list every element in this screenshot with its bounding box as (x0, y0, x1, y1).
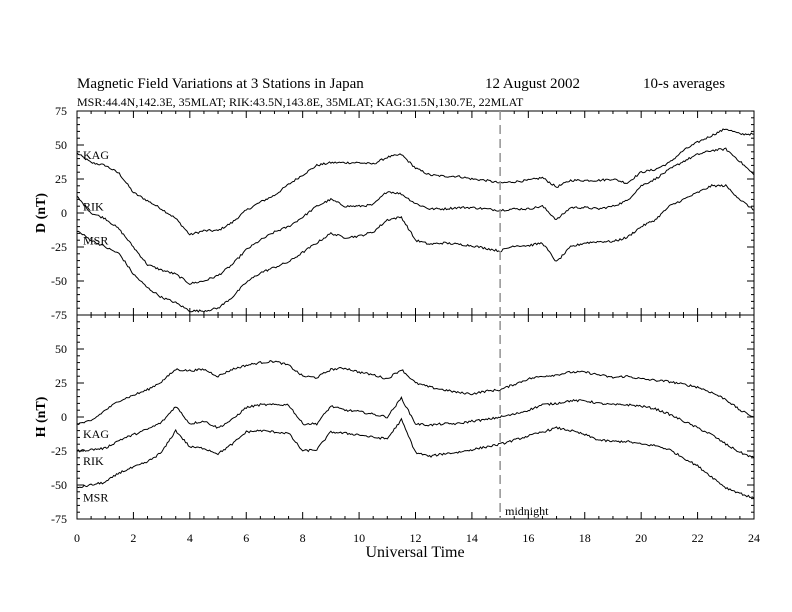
x-tick-label: 6 (243, 531, 249, 545)
x-axis-label: Universal Time (365, 544, 464, 561)
x-tick-label: 0 (74, 531, 80, 545)
d-axis-label: D (nT) (34, 193, 49, 233)
h-ticks-group: 50 25 0 -25 -50 -75 (51, 315, 755, 526)
d-ytick-label: 0 (61, 206, 67, 220)
d-station-labels: KAG RIK MSR (83, 148, 109, 248)
d-ytick-label: 50 (55, 138, 67, 152)
d-series-kag (76, 128, 754, 236)
d-series-rik (76, 147, 755, 285)
d-ytick-label: -25 (51, 240, 67, 254)
d-component-panel: 75 50 25 0 -25 -50 -75 KAG RIK MSR D (nT) (34, 104, 755, 322)
x-tick-label: 2 (130, 531, 136, 545)
h-ytick-label: 50 (55, 342, 67, 356)
x-tick-label: 8 (300, 531, 306, 545)
x-tick-label: 18 (579, 531, 591, 545)
station-coordinates: MSR:44.4N,142.3E, 35MLAT; RIK:43.5N,143.… (77, 95, 524, 109)
h-ytick-label: -50 (51, 478, 67, 492)
d-ytick-label: 25 (55, 172, 67, 186)
x-tick-label: 20 (635, 531, 647, 545)
d-label-kag: KAG (83, 148, 109, 162)
h-station-labels: KAG RIK MSR (83, 427, 109, 505)
h-ytick-label: 25 (55, 376, 67, 390)
x-tick-label: 16 (522, 531, 534, 545)
chart-averaging: 10-s averages (643, 76, 725, 92)
h-ytick-label: -75 (51, 512, 67, 526)
midnight-label: midnight (505, 504, 549, 518)
h-series-kag (76, 360, 755, 426)
x-tick-label: 12 (410, 531, 422, 545)
x-axis-ticks: 0 2 4 6 8 10 12 14 16 18 20 22 24 (74, 531, 760, 545)
h-label-rik: RIK (83, 454, 104, 468)
h-ytick-label: 0 (61, 410, 67, 424)
x-tick-label: 10 (353, 531, 365, 545)
h-ytick-label: -25 (51, 444, 67, 458)
x-tick-label: 14 (466, 531, 478, 545)
d-label-msr: MSR (83, 234, 108, 248)
x-tick-label: 22 (692, 531, 704, 545)
h-panel-frame (76, 314, 755, 520)
h-component-panel: 50 25 0 -25 -50 -75 KAG RIK MSR H (nT) (34, 314, 755, 526)
d-series-group (76, 128, 755, 313)
d-panel-frame (76, 110, 755, 316)
x-tick-label: 24 (748, 531, 760, 545)
d-ticks-group: 75 50 25 0 -25 -50 -75 (51, 104, 755, 322)
h-label-kag: KAG (83, 427, 109, 441)
d-label-rik: RIK (83, 200, 104, 214)
h-axis-label: H (nT) (34, 396, 49, 437)
x-tick-label: 4 (187, 531, 193, 545)
d-ytick-label: 75 (55, 104, 67, 118)
chart-date: 12 August 2002 (485, 76, 580, 92)
h-label-msr: MSR (83, 491, 108, 505)
chart-title: Magnetic Field Variations at 3 Stations … (77, 76, 364, 92)
h-series-group (76, 360, 755, 499)
h-series-msr (76, 417, 755, 499)
d-ytick-label: -75 (51, 308, 67, 322)
d-ytick-label: -50 (51, 274, 67, 288)
h-series-rik (76, 396, 755, 459)
